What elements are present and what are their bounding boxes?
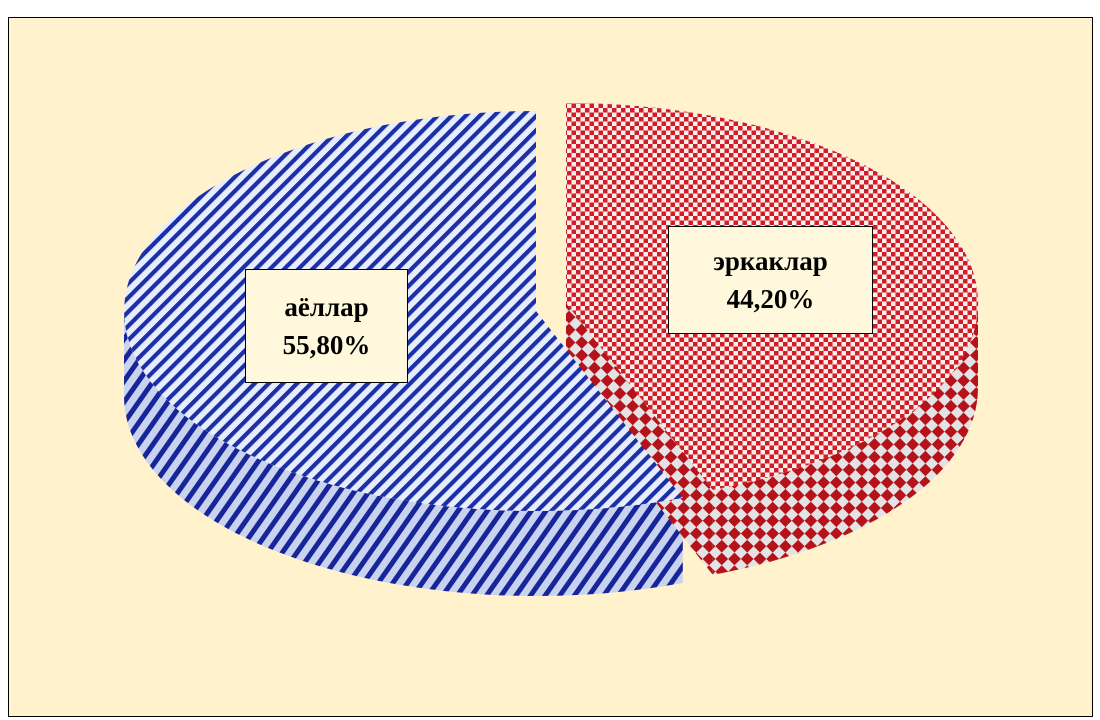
pie-cut-face-men: [566, 303, 713, 575]
slice-value-men: 44,20%: [726, 284, 815, 314]
slice-value-women: 55,80%: [282, 330, 371, 360]
chart-frame: аёллар 55,80% эркаклар 44,20%: [8, 17, 1093, 717]
data-label-men: эркаклар 44,20%: [668, 226, 873, 334]
slice-label-women: аёллар: [284, 292, 369, 322]
pie-chart: [123, 102, 979, 597]
data-label-women: аёллар 55,80%: [245, 269, 408, 383]
pie-side-men: [712, 303, 978, 575]
pie-side-women: [123, 311, 683, 597]
slice-label-men: эркаклар: [713, 246, 828, 276]
